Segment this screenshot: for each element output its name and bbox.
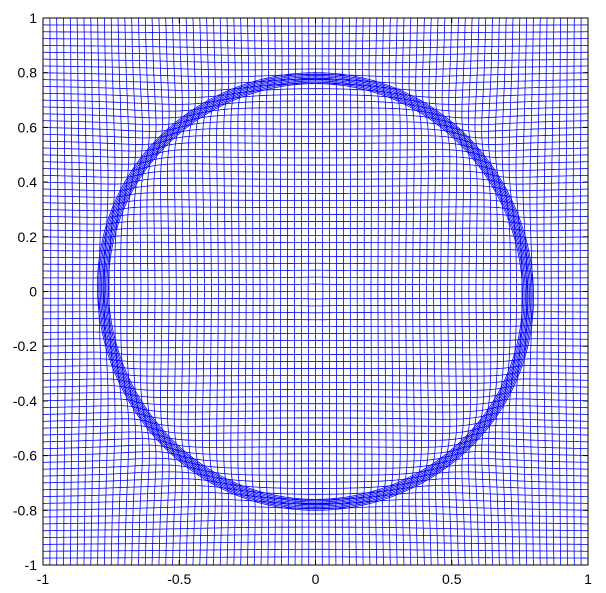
mesh-line-horizontal	[42, 213, 589, 218]
mesh-line-vertical	[494, 17, 505, 566]
mesh-line-horizontal	[42, 114, 589, 126]
mesh-line-horizontal	[42, 128, 589, 139]
mesh-line-vertical	[435, 17, 444, 566]
mesh-line-vertical	[565, 17, 568, 566]
mesh-line-vertical	[550, 17, 555, 566]
x-tick-label: -1	[37, 571, 50, 587]
mesh-line-vertical	[557, 17, 562, 566]
mesh-line-vertical	[481, 17, 492, 566]
mesh-line-vertical	[341, 17, 345, 566]
mesh-line-horizontal	[42, 241, 589, 245]
circle-band-line	[101, 76, 530, 507]
y-tick-label: 0.8	[18, 65, 38, 81]
mesh-line-vertical	[474, 17, 485, 566]
y-tick-label: 0	[29, 284, 37, 300]
mesh-line-horizontal	[42, 51, 589, 57]
mesh-line-vertical	[401, 17, 408, 566]
mesh-line-vertical	[543, 17, 548, 566]
mesh-line-vertical	[572, 17, 575, 566]
y-tick-label: 0.4	[18, 174, 38, 190]
mesh-line-vertical	[508, 17, 517, 566]
y-tick-label: -0.8	[13, 502, 37, 518]
mesh-line-vertical	[441, 17, 451, 566]
mesh-line-horizontal	[42, 24, 589, 27]
circle-band-line	[107, 83, 524, 500]
mesh-line-horizontal	[42, 58, 589, 64]
mesh-line-vertical	[536, 17, 541, 566]
mesh-line-horizontal	[42, 234, 589, 238]
y-tick-label: -0.2	[13, 338, 37, 354]
x-tick-label: 0	[312, 571, 320, 587]
circle-band-line	[102, 77, 529, 506]
x-tick-label: -0.5	[167, 571, 191, 587]
mesh-line-vertical	[501, 17, 511, 566]
mesh-line-vertical	[382, 17, 387, 566]
mesh-line-vertical	[361, 17, 366, 566]
mesh-line-horizontal	[42, 262, 589, 265]
mesh-line-vertical	[355, 17, 359, 566]
circle-band-line	[103, 79, 528, 504]
tick-layer: -1 -0.5 0 0.5 1 1 0.8 0.6 0.4 0.2 0 -0.2 -0.4 -0.6 -0.…	[13, 10, 592, 587]
circle-band-line	[105, 80, 526, 503]
mesh-line-horizontal	[42, 248, 589, 252]
mesh-line-horizontal	[42, 269, 589, 272]
mesh-line-vertical	[321, 17, 324, 566]
mesh-line-horizontal	[42, 255, 589, 259]
mesh-line-horizontal	[42, 149, 589, 159]
circle-band-line	[97, 72, 534, 511]
mesh-line-horizontal	[42, 142, 589, 152]
mesh-line-vertical	[468, 17, 478, 566]
mesh-line-vertical	[461, 17, 471, 566]
mesh-line-horizontal	[42, 206, 589, 212]
mesh-line-horizontal	[42, 88, 589, 98]
mesh-line-horizontal	[42, 192, 589, 198]
mesh-line-horizontal	[42, 38, 589, 42]
x-tick-label: 0.5	[442, 571, 462, 587]
mesh-line-horizontal	[42, 107, 589, 119]
mesh-line-horizontal	[42, 220, 589, 225]
mesh-line-horizontal	[42, 72, 589, 78]
mesh-line-horizontal	[42, 100, 589, 112]
mesh-line-horizontal	[42, 31, 589, 35]
circle-band-line	[106, 81, 525, 502]
y-tick-label: 0.6	[18, 119, 38, 135]
mesh-line-vertical	[579, 17, 582, 566]
mesh-line-horizontal	[42, 44, 589, 49]
mesh-line-vertical	[488, 17, 498, 566]
mesh-line-vertical	[328, 17, 331, 566]
y-tick-label: -0.4	[13, 393, 37, 409]
mesh-line-horizontal	[42, 65, 589, 71]
y-tick-label: -1	[25, 557, 38, 573]
mesh-line-vertical	[335, 17, 338, 566]
circle-band-line	[99, 75, 532, 508]
y-tick-label: -0.6	[13, 448, 37, 464]
mesh-line-vertical	[348, 17, 352, 566]
mesh-line-horizontal	[42, 121, 589, 132]
mesh-line-vertical	[515, 17, 523, 566]
mesh-line-horizontal	[42, 135, 589, 145]
mesh-line-vertical	[375, 17, 380, 566]
mesh-line-vertical	[448, 17, 458, 566]
mesh-line-vertical	[368, 17, 373, 566]
x-tick-label: 1	[584, 571, 592, 587]
mesh-line-horizontal	[42, 94, 589, 105]
mesh-layer	[42, 17, 589, 566]
mesh-line-horizontal	[42, 227, 589, 232]
mesh-line-horizontal	[42, 276, 589, 279]
mesh-line-horizontal	[42, 78, 589, 85]
y-tick-label: 0.2	[18, 229, 38, 245]
mesh-line-vertical	[388, 17, 394, 566]
mesh-line-vertical	[454, 17, 464, 566]
circle-band-line	[98, 73, 533, 510]
mesh-line-vertical	[395, 17, 401, 566]
mesh-line-horizontal	[42, 283, 589, 286]
y-tick-label: 1	[29, 10, 37, 26]
